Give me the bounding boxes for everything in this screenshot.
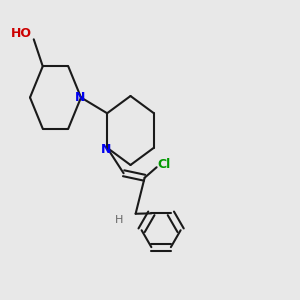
Text: H: H: [115, 215, 123, 225]
Text: HO: HO: [11, 27, 32, 40]
Text: N: N: [100, 143, 111, 156]
Text: Cl: Cl: [158, 158, 171, 171]
Text: N: N: [75, 91, 85, 104]
